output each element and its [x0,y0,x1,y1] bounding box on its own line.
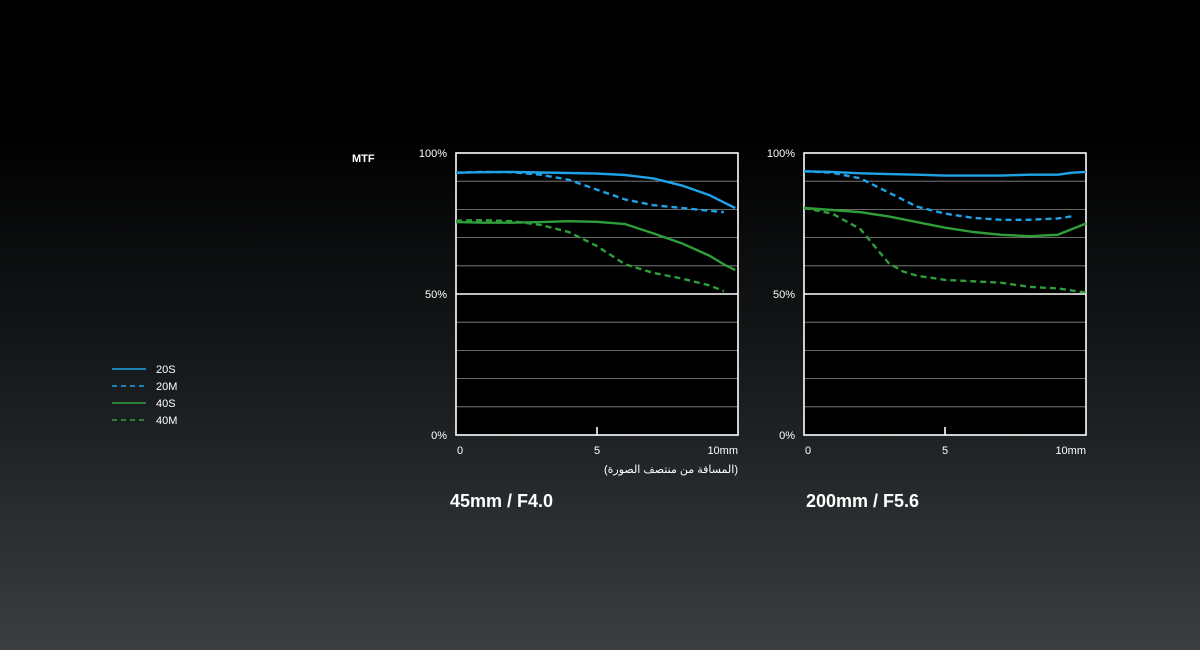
x-tick-label: 10mm [1055,445,1086,457]
y-tick-label: 100% [767,148,795,160]
legend-label: 40M [156,415,177,427]
y-tick-label: 0% [779,430,795,442]
chart-title: 45mm / F4.0 [450,491,553,511]
chart-title: 200mm / F5.6 [806,491,919,511]
x-tick-label: 0 [457,445,463,457]
x-tick-label: 5 [942,445,948,457]
mtf-axis-label: MTF [352,153,375,165]
y-tick-label: 100% [419,148,447,160]
x-tick-label: 10mm [707,445,738,457]
series-line-40m [455,218,725,293]
x-tick-label: 5 [594,445,600,457]
mtf-chart-200mm: 0% 50% 100% 0 5 10mm 200mm / F5.6 [767,148,1087,511]
x-tick-label: 0 [805,445,811,457]
legend: 20S 20M 40S 40M [112,364,177,427]
series-line-40m [803,206,1087,294]
legend-item: 40S [112,398,176,410]
legend-label: 40S [156,398,176,410]
series-line-40s [455,219,736,272]
y-tick-label: 0% [431,430,447,442]
legend-item: 40M [112,415,177,427]
series-line-20m [803,170,1073,222]
mtf-chart-45mm: 0% 50% 100% 0 5 10mm 45mm / F4.0 [419,148,739,511]
legend-label: 20M [156,381,177,393]
legend-label: 20S [156,364,176,376]
legend-item: 20M [112,381,177,393]
y-tick-label: 50% [425,289,447,301]
x-axis-caption: (المسافة من منتصف الصورة) [604,464,738,476]
series-line-20m [455,170,725,214]
legend-item: 20S [112,364,176,376]
y-tick-label: 50% [773,289,795,301]
series-line-20s [803,170,1087,177]
series-line-40s [803,206,1087,238]
